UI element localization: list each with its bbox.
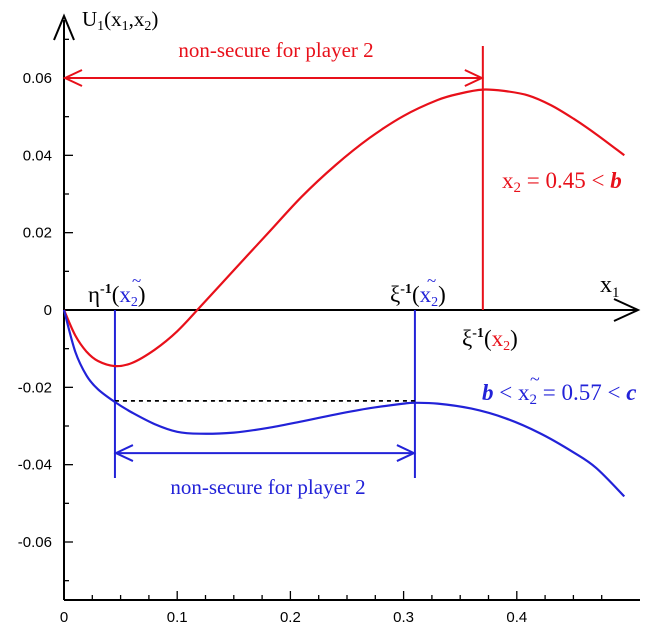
x-axis-arrowhead	[613, 298, 641, 322]
x-tick-label: 0.1	[167, 609, 188, 626]
tick-layer: 0 0.1 0.2 0.3 0.4 0.06 0.04 0.02 0 -0.02 -0.04 -0.0…	[18, 38, 603, 626]
x-tick-label: 0.3	[393, 609, 414, 626]
x-axis-label: x1	[600, 272, 620, 301]
y-tick-label: -0.06	[18, 534, 52, 551]
eta-inverse-label: η-1(x2) ~	[88, 271, 146, 310]
bottom-double-arrow	[113, 444, 417, 462]
series-red-curve	[62, 88, 625, 368]
x-tick-label: 0.2	[280, 609, 301, 626]
y-tick-label: -0.02	[18, 379, 52, 396]
y-axis-arrowhead	[53, 13, 75, 41]
svg-text:~: ~	[132, 271, 141, 290]
xi-inverse-blue-label: ξ-1(x2) ~	[390, 271, 446, 310]
top-arrow-text: non-secure for player 2	[178, 38, 373, 62]
x-tick-label: 0.4	[506, 609, 527, 626]
svg-text:~: ~	[530, 369, 540, 389]
y-tick-label: 0.02	[23, 225, 52, 242]
svg-text:η-1(x2): η-1(x2)	[88, 282, 146, 310]
bottom-arrow-text: non-secure for player 2	[170, 475, 365, 499]
svg-text:ξ-1(x2): ξ-1(x2)	[390, 282, 446, 310]
y-tick-label: 0	[44, 302, 52, 319]
series-blue-curve	[62, 309, 626, 498]
series-blue-label: b < x2 = 0.57 < c ~	[482, 369, 636, 408]
y-tick-label: 0.04	[23, 147, 52, 164]
xi-inverse-red-label: ξ-1(x2)	[462, 326, 518, 354]
svg-text:ξ-1(x2): ξ-1(x2)	[462, 326, 518, 354]
svg-text:~: ~	[427, 271, 436, 290]
x-tick-label: 0	[60, 609, 68, 626]
top-double-arrow	[62, 69, 485, 87]
svg-text:b < x2 = 0.57 < c: b < x2 = 0.57 < c	[482, 380, 636, 408]
y-tick-label: -0.04	[18, 457, 52, 474]
y-tick-label: 0.06	[23, 70, 52, 87]
y-axis-label: U1(x1,x2)	[82, 7, 158, 34]
series-red-label: x2 = 0.45 < b	[502, 168, 622, 196]
